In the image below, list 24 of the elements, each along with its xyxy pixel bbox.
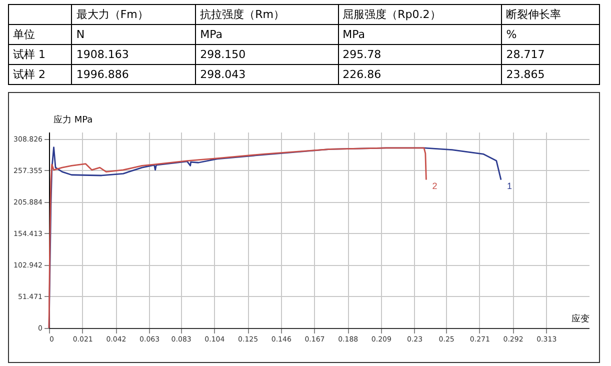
- category-label: 屈服强度（Rp0.2）: [338, 4, 502, 24]
- text: 1996.886: [76, 68, 129, 81]
- category-label: 最大力（Fm）: [72, 4, 196, 24]
- text: 1908.163: [76, 48, 129, 61]
- category-label: 单位: [13, 28, 35, 41]
- category-label: 抗拉强度（Rm）: [196, 4, 338, 24]
- text: MPa: [342, 28, 366, 41]
- category-label: 试样 1: [13, 48, 46, 61]
- text: 298.150: [200, 48, 246, 61]
- y-axis-title: 应力 MPa: [54, 114, 93, 126]
- text: 226.86: [342, 68, 382, 81]
- x-axis-title: 应变: [572, 314, 590, 324]
- text: 295.78: [342, 48, 382, 61]
- text: N: [76, 28, 85, 41]
- category-label: 试样 2: [13, 68, 46, 81]
- series-label: 2: [432, 180, 438, 191]
- text: 23.865: [506, 68, 545, 81]
- text: MPa: [200, 28, 222, 41]
- category-label: 断裂伸长率: [502, 4, 600, 24]
- text: %: [506, 28, 517, 41]
- line-series: [48, 147, 427, 329]
- series-label: 1: [507, 180, 512, 191]
- text: 28.717: [506, 48, 545, 61]
- text: 298.043: [200, 68, 246, 81]
